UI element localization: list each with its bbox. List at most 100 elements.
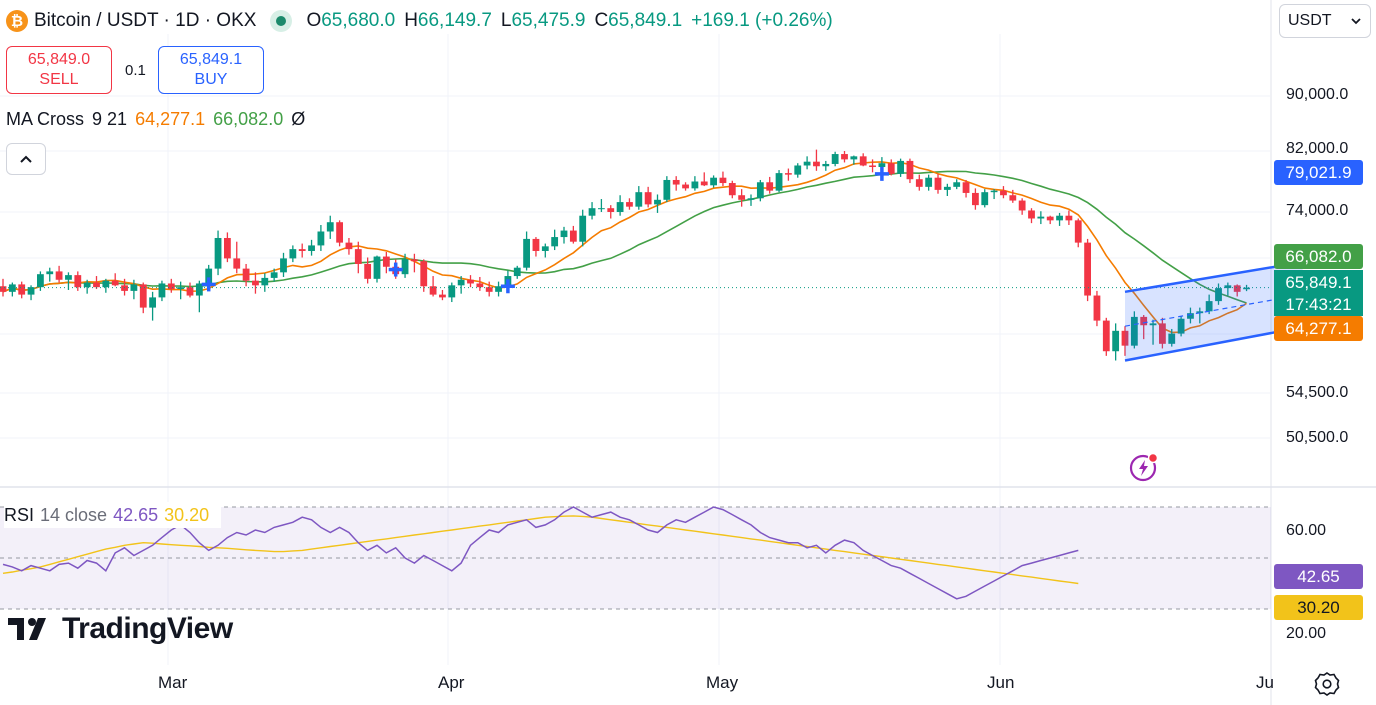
candle-body — [1074, 220, 1082, 243]
currency-value: USDT — [1288, 12, 1332, 29]
candle-body — [1140, 316, 1148, 326]
rsi-params: 14 close — [40, 505, 108, 525]
candle — [298, 243, 306, 258]
candle — [700, 172, 708, 187]
candle-body — [813, 161, 820, 167]
candle — [588, 202, 596, 220]
rsi-legend[interactable]: RSI 14 close 42.65 30.20 — [4, 502, 222, 528]
price-tick: 82,000.0 — [1286, 140, 1349, 157]
candle — [130, 279, 138, 300]
candle-body — [1018, 200, 1026, 211]
candle-body — [1177, 318, 1185, 334]
candle — [345, 237, 353, 255]
candle-body — [46, 271, 54, 275]
candle — [859, 153, 867, 167]
candle — [766, 176, 774, 194]
candle — [280, 252, 287, 277]
candle-body — [598, 208, 605, 210]
market-open-icon — [270, 10, 293, 32]
candle — [738, 189, 746, 207]
candle — [672, 176, 680, 191]
candle-body — [1196, 311, 1204, 314]
candle-body — [719, 177, 727, 184]
candle — [382, 251, 390, 274]
channel-lower-line — [1124, 325, 1303, 362]
candle — [467, 275, 474, 288]
candle — [934, 173, 942, 194]
candle-body — [785, 173, 792, 175]
candle — [252, 272, 259, 294]
candle — [775, 170, 783, 193]
candle — [1177, 315, 1185, 337]
flash-alert-icon[interactable] — [1128, 451, 1160, 483]
candle — [1196, 307, 1204, 324]
candle-body — [55, 271, 63, 280]
candle-body — [831, 154, 839, 164]
candle — [990, 189, 998, 200]
candle — [448, 282, 456, 303]
candle — [813, 149, 820, 171]
collapse-legend-button[interactable] — [6, 143, 46, 175]
candle — [317, 224, 325, 251]
candle-body — [308, 245, 315, 251]
candle — [270, 268, 278, 282]
candle-body — [1215, 288, 1222, 302]
settings-gear-icon[interactable] — [1314, 671, 1340, 697]
candle-body — [953, 182, 961, 187]
symbol-title[interactable]: Bitcoin / USDT · 1D · OKX — [34, 10, 257, 31]
rsi-value: 42.65 — [113, 505, 159, 525]
candle — [691, 176, 699, 191]
candle — [308, 239, 315, 256]
ma-symbol: Ø — [291, 109, 306, 129]
candle — [354, 241, 362, 274]
ma-cross-marker — [201, 277, 216, 292]
ma-cross-legend[interactable]: MA Cross 9 21 64,277.1 66,082.0 Ø — [6, 109, 313, 130]
candle — [1102, 317, 1110, 356]
rsi-ma-value-tag: 30.20 — [1274, 595, 1363, 620]
candle — [242, 263, 250, 287]
candle-body — [467, 279, 474, 284]
candle — [915, 174, 923, 191]
candle — [1112, 323, 1120, 361]
candle-body — [803, 161, 811, 166]
candle-body — [841, 154, 848, 160]
candle-body — [1233, 285, 1241, 292]
candle-body — [1084, 242, 1091, 296]
low-value: 65,475.9 — [511, 10, 586, 31]
candle-body — [354, 249, 362, 264]
candle-body — [401, 259, 409, 275]
candle-body — [551, 237, 559, 247]
candle — [569, 225, 577, 244]
candle — [336, 220, 343, 247]
candle-body — [906, 160, 914, 180]
candle-body — [261, 277, 269, 286]
candle-body — [270, 272, 278, 278]
candle — [682, 182, 689, 191]
candle-body — [195, 283, 203, 296]
buy-button[interactable]: 65,849.1 BUY — [158, 46, 264, 94]
ma-params: 9 21 — [92, 109, 128, 129]
candle-body — [83, 282, 91, 288]
candle-body — [513, 267, 521, 277]
candle-body — [27, 287, 35, 295]
candle-body — [205, 268, 213, 284]
candle — [513, 265, 521, 279]
candle-body — [1046, 216, 1054, 221]
candle — [523, 231, 530, 271]
rsi-tick: 20.00 — [1286, 625, 1327, 642]
candle — [1159, 317, 1166, 349]
candle-body — [981, 192, 989, 206]
candle — [925, 174, 933, 191]
candle-body — [1028, 210, 1035, 219]
candle-body — [644, 192, 652, 205]
ma-fast-price-tag: 64,277.1 — [1274, 316, 1363, 341]
ma-cross-marker — [874, 166, 889, 181]
sell-button[interactable]: 65,849.0 SELL — [6, 46, 112, 94]
symbol-header: ₿ Bitcoin / USDT · 1D · OKX O65,680.0 H66… — [6, 8, 842, 34]
candle-body — [476, 283, 484, 288]
candle — [65, 272, 72, 290]
candle — [1018, 198, 1026, 215]
currency-select[interactable]: USDT — [1279, 4, 1371, 38]
candle-body — [569, 230, 577, 242]
